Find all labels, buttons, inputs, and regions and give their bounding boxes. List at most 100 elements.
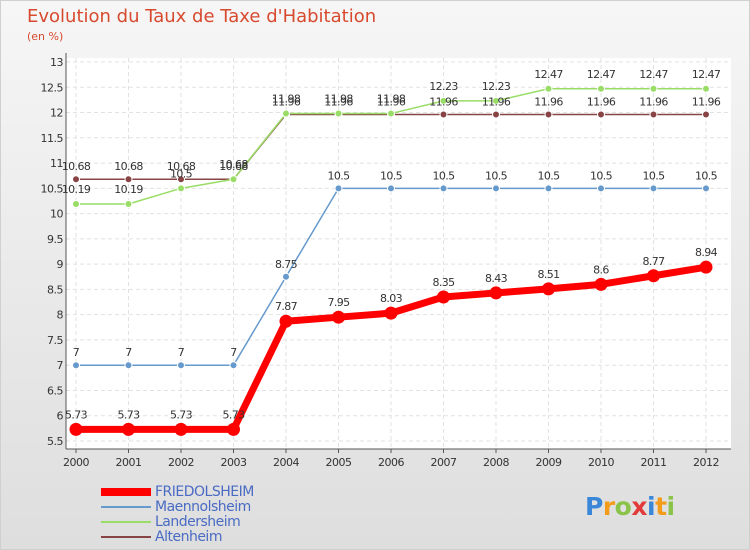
y-tick-label: 11: [50, 157, 63, 170]
legend-swatch: [101, 506, 151, 508]
data-point: [177, 184, 185, 193]
data-label: 10.19: [114, 183, 143, 196]
data-point: [279, 314, 293, 328]
y-tick-label: 6: [57, 410, 64, 423]
x-tick-label: 2009: [536, 456, 562, 469]
y-tick-label: 10.5: [41, 182, 64, 195]
data-point: [597, 110, 605, 119]
data-label: 12.47: [534, 68, 563, 81]
data-label: 11.96: [534, 96, 563, 109]
data-point: [334, 184, 343, 193]
brand-logo: Proxiti: [585, 492, 675, 521]
data-label: 8.35: [432, 276, 455, 289]
data-label: 12.47: [692, 68, 721, 81]
data-label: 8.77: [642, 255, 665, 268]
data-label: 7.95: [327, 296, 350, 309]
data-label: 10.68: [167, 160, 196, 173]
data-label: 8.94: [695, 246, 718, 259]
y-tick-label: 13: [50, 56, 63, 69]
brand-letter: r: [602, 492, 615, 521]
data-label: 12.23: [429, 80, 458, 93]
data-label: 11.96: [324, 96, 353, 109]
brand-letter: o: [614, 492, 632, 521]
y-tick-label: 8: [57, 309, 64, 322]
data-label: 11.96: [692, 96, 721, 109]
data-point: [282, 272, 290, 281]
data-point: [174, 422, 188, 436]
data-point: [177, 175, 185, 184]
data-point: [437, 290, 450, 304]
data-point: [229, 175, 238, 184]
data-point: [597, 184, 605, 193]
data-label: 11.96: [272, 96, 301, 109]
x-tick-label: 2012: [693, 456, 719, 469]
y-tick-label: 9.5: [47, 233, 63, 246]
data-label: 7: [230, 346, 237, 359]
y-tick-label: 6.5: [47, 384, 63, 397]
data-point: [492, 110, 500, 119]
data-label: 8.51: [537, 268, 559, 281]
data-label: 8.43: [485, 272, 508, 285]
data-label: 8.03: [380, 292, 403, 305]
data-point: [69, 422, 83, 436]
data-label: 7.87: [275, 300, 298, 313]
data-label: 10.5: [590, 169, 613, 182]
data-label: 5.73: [117, 408, 140, 421]
data-label: 7: [125, 346, 132, 359]
data-label: 10.5: [170, 167, 193, 180]
data-label: 5.73: [170, 408, 193, 421]
y-tick-label: 12.5: [41, 81, 64, 94]
chart-title: Evolution du Taux de Taxe d'Habitation: [27, 6, 377, 27]
x-tick-label: 2010: [588, 456, 614, 469]
data-label: 11.98: [377, 93, 406, 106]
data-label: 7: [178, 346, 185, 359]
data-point: [699, 260, 713, 274]
data-point: [544, 110, 553, 119]
x-tick-label: 2001: [116, 456, 142, 469]
data-point: [649, 184, 658, 193]
data-label: 7: [73, 346, 80, 359]
plot-background: [66, 58, 731, 449]
data-label: 10.5: [485, 169, 508, 182]
data-label: 10.19: [62, 183, 91, 196]
data-label: 10.5: [380, 169, 403, 182]
legend-label: Maennolsheim: [155, 499, 251, 515]
data-point: [124, 175, 133, 184]
data-label: 10.68: [114, 160, 143, 173]
data-label: 12.47: [587, 68, 616, 81]
data-point: [229, 361, 238, 370]
data-label: 10.5: [695, 169, 718, 182]
data-label: 8.75: [275, 258, 298, 271]
data-label: 5.73: [65, 408, 88, 421]
x-tick-label: 2004: [273, 456, 299, 469]
data-point: [492, 96, 500, 105]
data-label: 11.96: [377, 96, 406, 109]
x-tick-label: 2003: [221, 456, 247, 469]
y-tick-label: 8.5: [47, 283, 63, 296]
brand-letter: i: [666, 492, 676, 521]
data-point: [594, 277, 608, 291]
brand-letter: i: [647, 492, 656, 521]
data-point: [332, 310, 345, 324]
x-tick-label: 2000: [63, 456, 89, 469]
data-point: [542, 282, 555, 296]
data-point: [124, 361, 133, 370]
data-point: [649, 110, 658, 119]
data-point: [72, 361, 80, 370]
data-point: [702, 110, 710, 119]
brand-letter: t: [655, 492, 667, 521]
data-point: [439, 96, 448, 105]
x-tick-label: 2008: [483, 456, 509, 469]
data-label: 11.98: [272, 93, 301, 106]
legend-swatch: [101, 536, 151, 538]
data-label: 10.5: [327, 169, 350, 182]
y-tick-label: 11.5: [41, 132, 64, 145]
data-label: 10.68: [219, 158, 248, 171]
brand-letter: x: [631, 492, 647, 521]
brand-letter: P: [585, 492, 603, 521]
legend-swatch: [101, 521, 151, 523]
data-label: 10.5: [537, 169, 560, 182]
data-point: [334, 109, 343, 118]
